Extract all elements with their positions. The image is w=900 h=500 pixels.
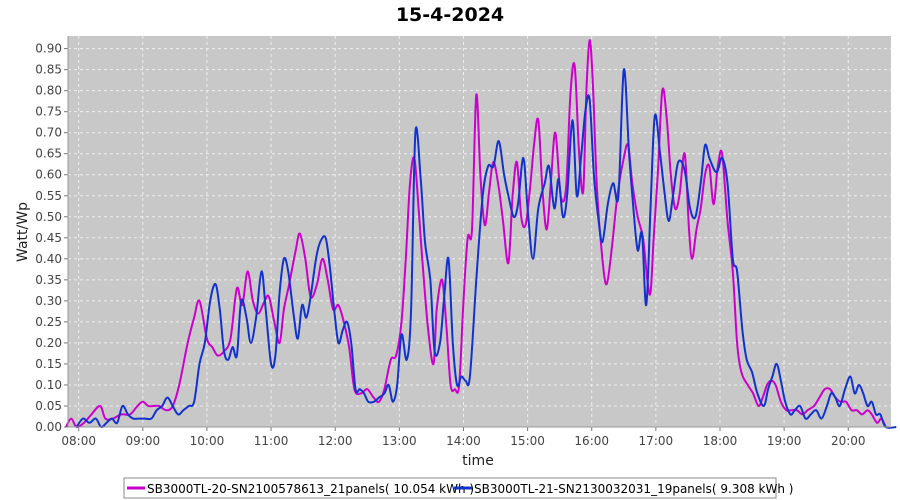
x-tick-label: 13:00 (382, 434, 417, 448)
y-tick-label: 0.10 (35, 378, 62, 392)
x-tick-label: 18:00 (703, 434, 738, 448)
y-tick-label: 0.55 (35, 189, 62, 203)
x-axis: 08:00 09:00 10:00 11:00 12:00 13:00 14:00 15:00… (61, 426, 891, 448)
legend-entry-2: SB3000TL-21-SN2130032031_19panels( 9.308… (474, 482, 793, 496)
x-tick-label: 15:00 (510, 434, 545, 448)
legend-box (123, 477, 777, 499)
x-tick-label: 16:00 (574, 434, 609, 448)
y-tick-label: 0.45 (35, 231, 62, 245)
y-tick-label: 0.15 (35, 357, 62, 371)
y-tick-label: 0.20 (35, 336, 62, 350)
y-axis: 0.00 0.05 0.10 0.15 0.20 0.25 0.30 0.35 0.40 0.45… (35, 36, 69, 434)
series-line-1 (65, 39, 887, 429)
series-line-2 (75, 68, 897, 429)
y-tick-label: 0.00 (35, 420, 62, 434)
y-tick-label: 0.35 (35, 273, 62, 287)
x-tick-label: 20:00 (831, 434, 866, 448)
x-tick-label: 17:00 (639, 434, 674, 448)
x-tick-label: 11:00 (254, 434, 289, 448)
y-tick-label: 0.80 (35, 84, 62, 98)
y-axis-label: Watt/Wp (15, 202, 31, 262)
chart-title: 15-4-2024 (396, 4, 504, 26)
x-tick-label: 09:00 (126, 434, 161, 448)
y-tick-label: 0.85 (35, 63, 62, 77)
legend-entry-1: SB3000TL-20-SN2100578613_21panels( 10.05… (147, 482, 474, 496)
x-tick-label: 14:00 (446, 434, 481, 448)
x-axis-label: time (462, 453, 494, 469)
y-tick-label: 0.70 (35, 126, 62, 140)
legend: SB3000TL-20-SN2100578613_21panels( 10.05… (123, 477, 793, 499)
y-tick-label: 0.65 (35, 147, 62, 161)
y-tick-label: 0.60 (35, 168, 62, 182)
y-tick-label: 0.40 (35, 252, 62, 266)
y-tick-label: 0.90 (35, 42, 62, 56)
series-layer (65, 39, 897, 429)
x-tick-label: 10:00 (190, 434, 225, 448)
x-tick-label: 08:00 (61, 434, 96, 448)
x-tick-label: 12:00 (318, 434, 353, 448)
y-tick-label: 0.50 (35, 210, 62, 224)
y-tick-label: 0.05 (35, 399, 62, 413)
x-tick-label: 19:00 (767, 434, 802, 448)
y-tick-label: 0.30 (35, 294, 62, 308)
y-tick-label: 0.75 (35, 105, 62, 119)
y-tick-label: 0.25 (35, 315, 62, 329)
